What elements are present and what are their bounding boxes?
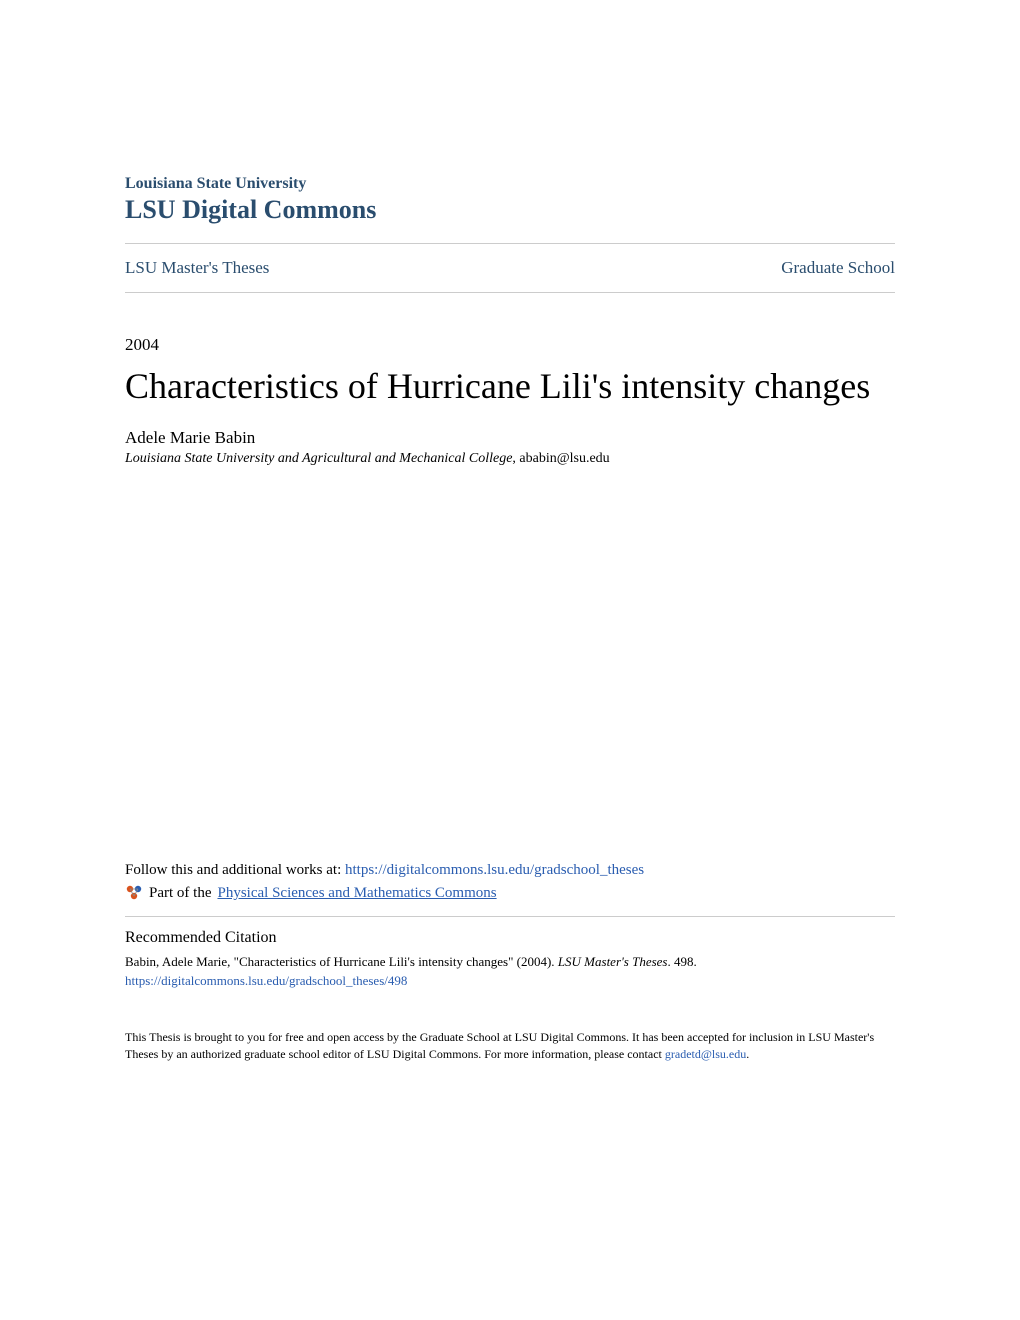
citation-series: LSU Master's Theses [558, 954, 668, 969]
citation-url-link[interactable]: https://digitalcommons.lsu.edu/gradschoo… [125, 973, 895, 989]
publication-year: 2004 [125, 335, 895, 355]
citation-text-start: Babin, Adele Marie, "Characteristics of … [125, 954, 558, 969]
citation-heading: Recommended Citation [125, 929, 895, 947]
author-email: , ababin@lsu.edu [512, 451, 609, 466]
network-icon [125, 884, 143, 902]
contact-email-link[interactable]: gradetd@lsu.edu [665, 1047, 746, 1061]
citation-section: Recommended Citation Babin, Adele Marie,… [125, 917, 895, 989]
document-title: Characteristics of Hurricane Lili's inte… [125, 365, 895, 408]
citation-body: Babin, Adele Marie, "Characteristics of … [125, 953, 895, 971]
part-of-prefix: Part of the [149, 885, 211, 902]
author-name: Adele Marie Babin [125, 428, 895, 448]
follow-line: Follow this and additional works at: htt… [125, 862, 895, 879]
footer-text-start: This Thesis is brought to you for free a… [125, 1030, 874, 1061]
university-name: Louisiana State University [125, 175, 895, 193]
school-link[interactable]: Graduate School [781, 258, 895, 278]
citation-text-end: . 498. [668, 954, 697, 969]
access-statement: This Thesis is brought to you for free a… [125, 1029, 895, 1063]
follow-section: Follow this and additional works at: htt… [125, 862, 895, 1063]
commons-line: Part of the Physical Sciences and Mathem… [125, 884, 895, 902]
divider-nav [125, 292, 895, 293]
commons-link[interactable]: Physical Sciences and Mathematics Common… [217, 885, 496, 902]
collection-link[interactable]: LSU Master's Theses [125, 258, 269, 278]
breadcrumb-nav: LSU Master's Theses Graduate School [125, 244, 895, 292]
repository-name[interactable]: LSU Digital Commons [125, 195, 895, 225]
affiliation-institution: Louisiana State University and Agricultu… [125, 451, 512, 466]
collection-url-link[interactable]: https://digitalcommons.lsu.edu/gradschoo… [345, 862, 644, 878]
footer-text-end: . [746, 1047, 749, 1061]
repository-header: Louisiana State University LSU Digital C… [125, 175, 895, 225]
follow-prefix: Follow this and additional works at: [125, 862, 345, 878]
author-affiliation: Louisiana State University and Agricultu… [125, 451, 895, 467]
